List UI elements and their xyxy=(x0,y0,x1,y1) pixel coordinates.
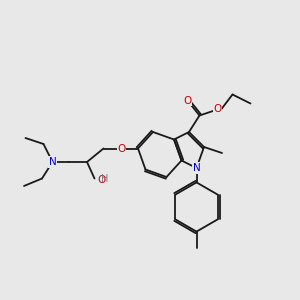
Text: N: N xyxy=(193,163,200,173)
Text: O: O xyxy=(97,175,105,185)
Text: N: N xyxy=(49,157,56,167)
Text: H: H xyxy=(101,174,109,184)
Text: O: O xyxy=(183,95,192,106)
Text: O: O xyxy=(213,104,222,115)
Text: O: O xyxy=(117,143,126,154)
